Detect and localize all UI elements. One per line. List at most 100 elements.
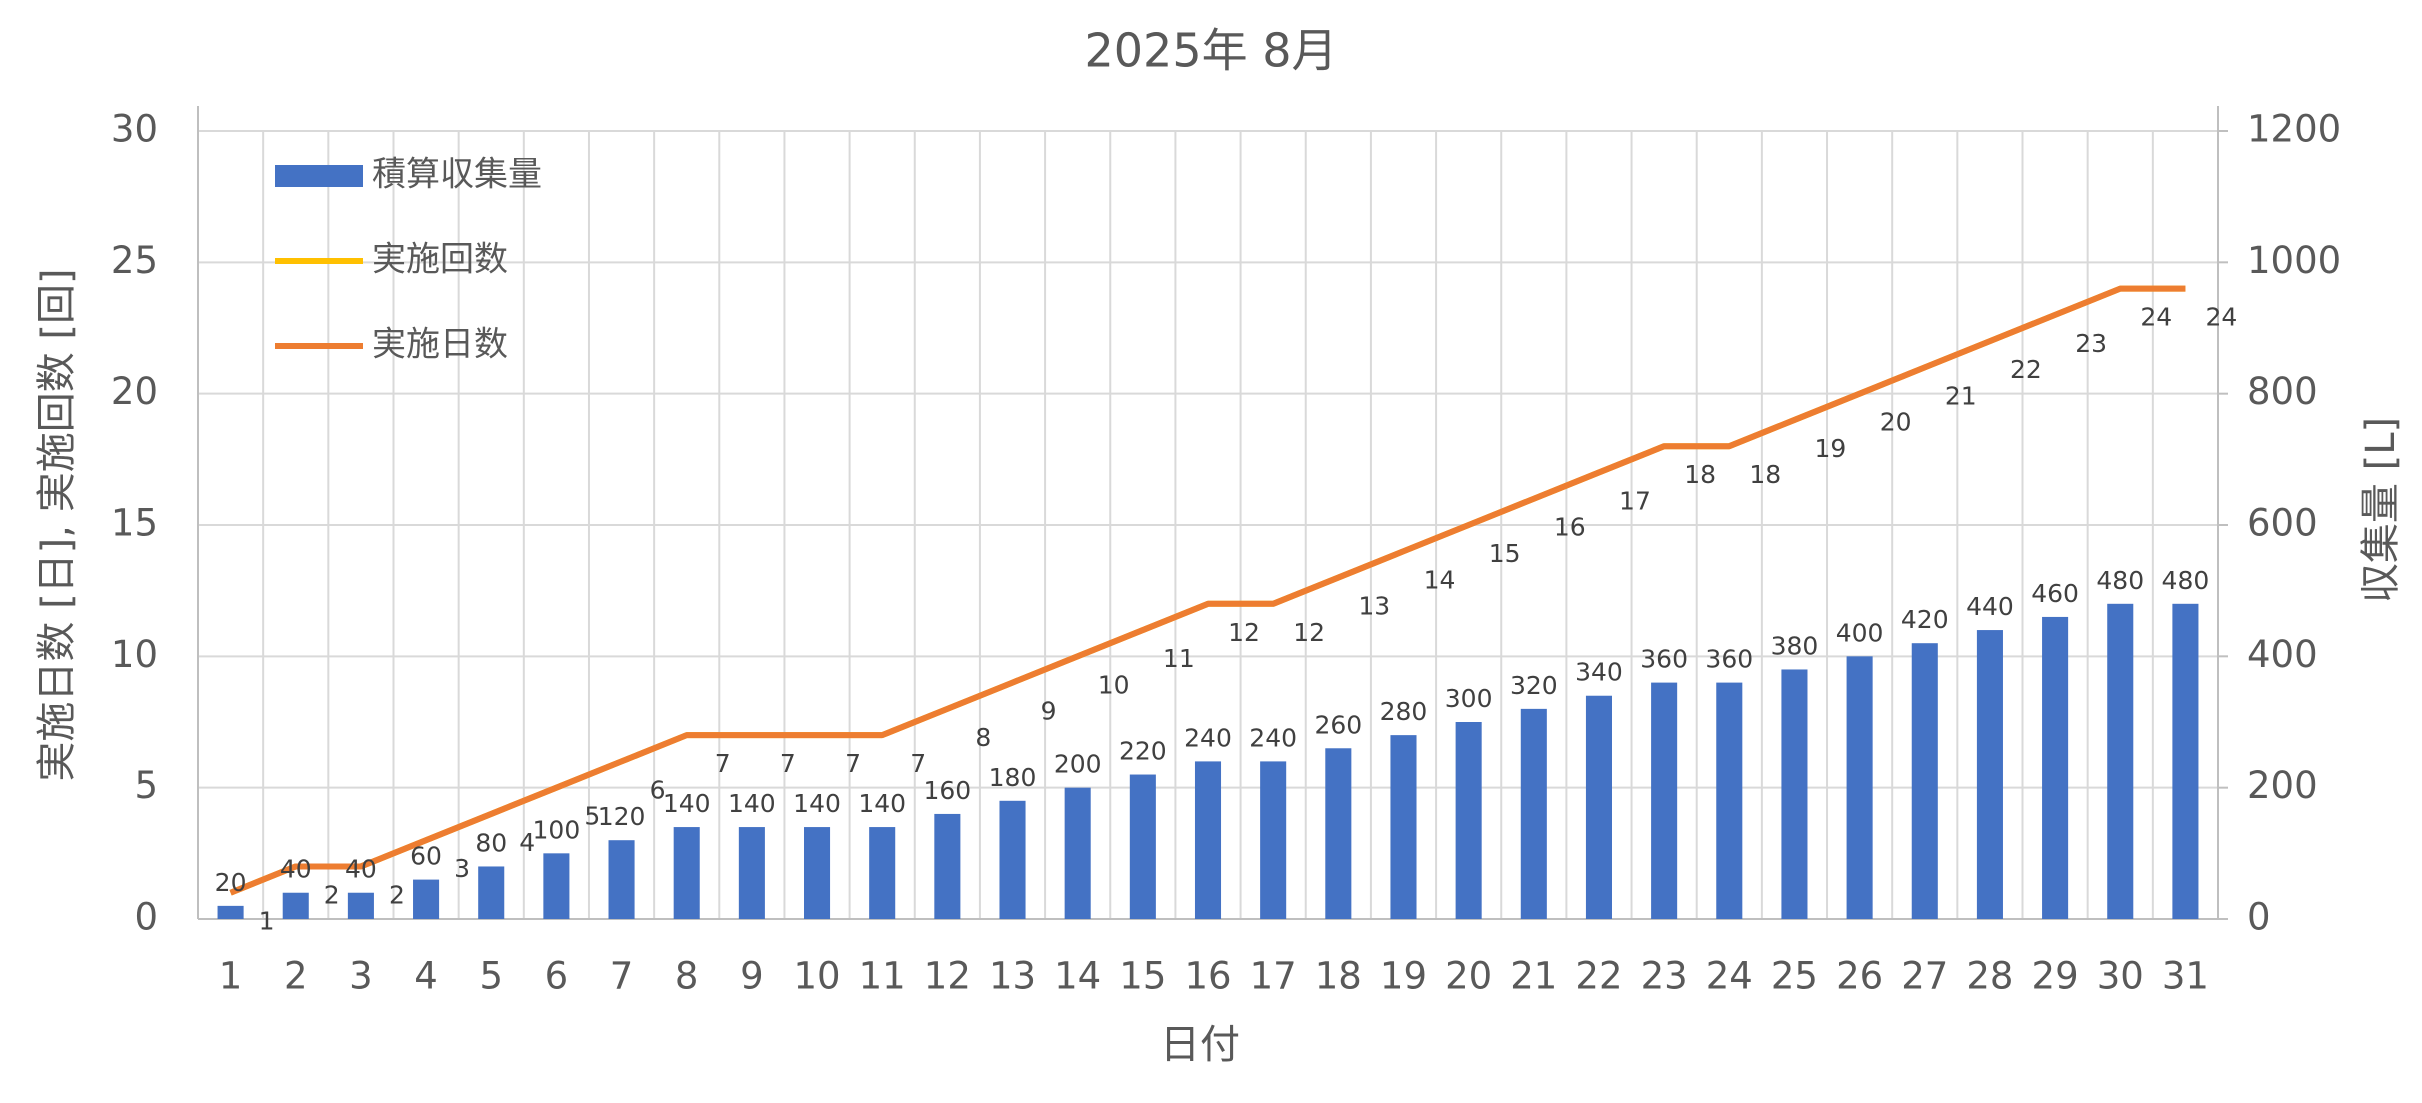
bar-value-label: 20 [215, 868, 247, 897]
bar-value-label: 300 [1445, 684, 1493, 713]
bar-value-label: 160 [923, 776, 971, 805]
line-value-label: 13 [1358, 592, 1390, 621]
legend-label: 実施日数 [372, 325, 508, 365]
bar [2172, 603, 2199, 919]
x-tick-label: 9 [740, 955, 764, 998]
y-axis-title: 実施日数 [日], 実施回数 [回] [34, 268, 80, 781]
bar [1194, 761, 1222, 919]
grid [197, 106, 2228, 920]
bar [1260, 761, 1287, 919]
bar [413, 879, 440, 919]
bar [934, 813, 961, 919]
y-tick-label: 5 [134, 764, 158, 807]
line-value-label: 5 [584, 802, 600, 831]
line-value-label: 9 [1041, 697, 1057, 726]
bar-value-label: 340 [1575, 658, 1623, 687]
bar [1585, 695, 1612, 919]
bar-value-label: 320 [1510, 671, 1558, 700]
bar-value-label: 100 [533, 815, 581, 844]
line-value-label: 19 [1815, 434, 1847, 463]
legend-swatch [275, 165, 363, 187]
bar-value-label: 480 [2096, 566, 2144, 595]
line-value-label: 12 [1293, 618, 1325, 647]
x-tick-label: 21 [1510, 955, 1557, 998]
line-value-label: 7 [910, 749, 926, 778]
y-tick-label: 30 [111, 108, 158, 151]
bar [1325, 748, 1352, 919]
bar [738, 827, 765, 919]
y2-tick-label: 1000 [2247, 239, 2341, 282]
y-tick-label: 0 [134, 896, 158, 939]
line-value-label: 14 [1424, 565, 1456, 594]
x-tick-label: 29 [2032, 955, 2079, 998]
x-tick-label: 10 [793, 955, 840, 998]
bar [282, 892, 309, 919]
bar-value-label: 480 [2162, 566, 2210, 595]
y2-tick-label: 600 [2247, 502, 2318, 545]
x-tick-label: 28 [1966, 955, 2013, 998]
line-value-label: 22 [2010, 355, 2042, 384]
line-value-label: 17 [1619, 486, 1651, 515]
x-tick-label: 31 [2162, 955, 2209, 998]
legend-label: 実施回数 [372, 240, 508, 280]
x-tick-label: 23 [1641, 955, 1688, 998]
bar [1716, 682, 1743, 919]
bar [347, 892, 374, 919]
line-value-label: 18 [1749, 460, 1781, 489]
x-tick-label: 27 [1901, 955, 1948, 998]
bar [1520, 708, 1547, 919]
x-tick-label: 11 [859, 955, 906, 998]
bar-value-label: 280 [1380, 697, 1428, 726]
bar [999, 800, 1026, 919]
x-tick-label: 19 [1380, 955, 1427, 998]
bar [1651, 682, 1678, 919]
bar-value-label: 140 [663, 789, 711, 818]
bar-value-label: 360 [1705, 645, 1753, 674]
line-value-label: 24 [2140, 303, 2172, 332]
bar [1129, 774, 1156, 919]
bar [2042, 616, 2069, 919]
line-value-label: 24 [2206, 303, 2238, 332]
line-value-label: 2 [389, 880, 405, 909]
x-tick-label: 5 [479, 955, 503, 998]
legend-label: 積算収集量 [372, 155, 542, 195]
line-value-label: 2 [324, 880, 340, 909]
bar-value-label: 80 [475, 828, 507, 857]
line-value-label: 3 [454, 854, 470, 883]
x-axis-title: 日付 [1160, 1022, 1240, 1068]
line-value-label: 18 [1684, 460, 1716, 489]
bar-value-label: 60 [410, 842, 442, 871]
bar [804, 827, 831, 919]
line-value-label: 7 [715, 749, 731, 778]
line [229, 285, 2186, 896]
y2-tick-label: 800 [2247, 370, 2318, 413]
bar [1976, 630, 2003, 919]
bar-value-label: 40 [345, 855, 377, 884]
line-value-label: 21 [1945, 381, 1977, 410]
bar-value-label: 240 [1184, 723, 1232, 752]
y-tick-label: 25 [111, 239, 158, 282]
bar [1064, 787, 1091, 919]
x-tick-label: 24 [1706, 955, 1753, 998]
chart-title: 2025年 8月 [1085, 24, 1338, 78]
bar [1781, 669, 1808, 919]
bar-value-label: 460 [2031, 579, 2079, 608]
x-tick-label: 8 [675, 955, 699, 998]
y2-tick-label: 400 [2247, 633, 2318, 676]
bar-value-label: 220 [1119, 737, 1167, 766]
bar-value-label: 380 [1771, 631, 1819, 660]
x-tick-label: 30 [2097, 955, 2144, 998]
bar-value-label: 440 [1966, 592, 2014, 621]
y-tick-label: 20 [111, 370, 158, 413]
x-tick-label: 12 [924, 955, 971, 998]
x-tick-label: 26 [1836, 955, 1883, 998]
x-tick-label: 16 [1184, 955, 1231, 998]
line-value-label: 16 [1554, 513, 1586, 542]
line-value-label: 10 [1098, 670, 1130, 699]
bar [478, 866, 505, 919]
x-tick-label: 2 [284, 955, 308, 998]
line-value-label: 11 [1163, 644, 1195, 673]
bar-value-label: 120 [598, 802, 646, 831]
bar [1846, 656, 1873, 919]
